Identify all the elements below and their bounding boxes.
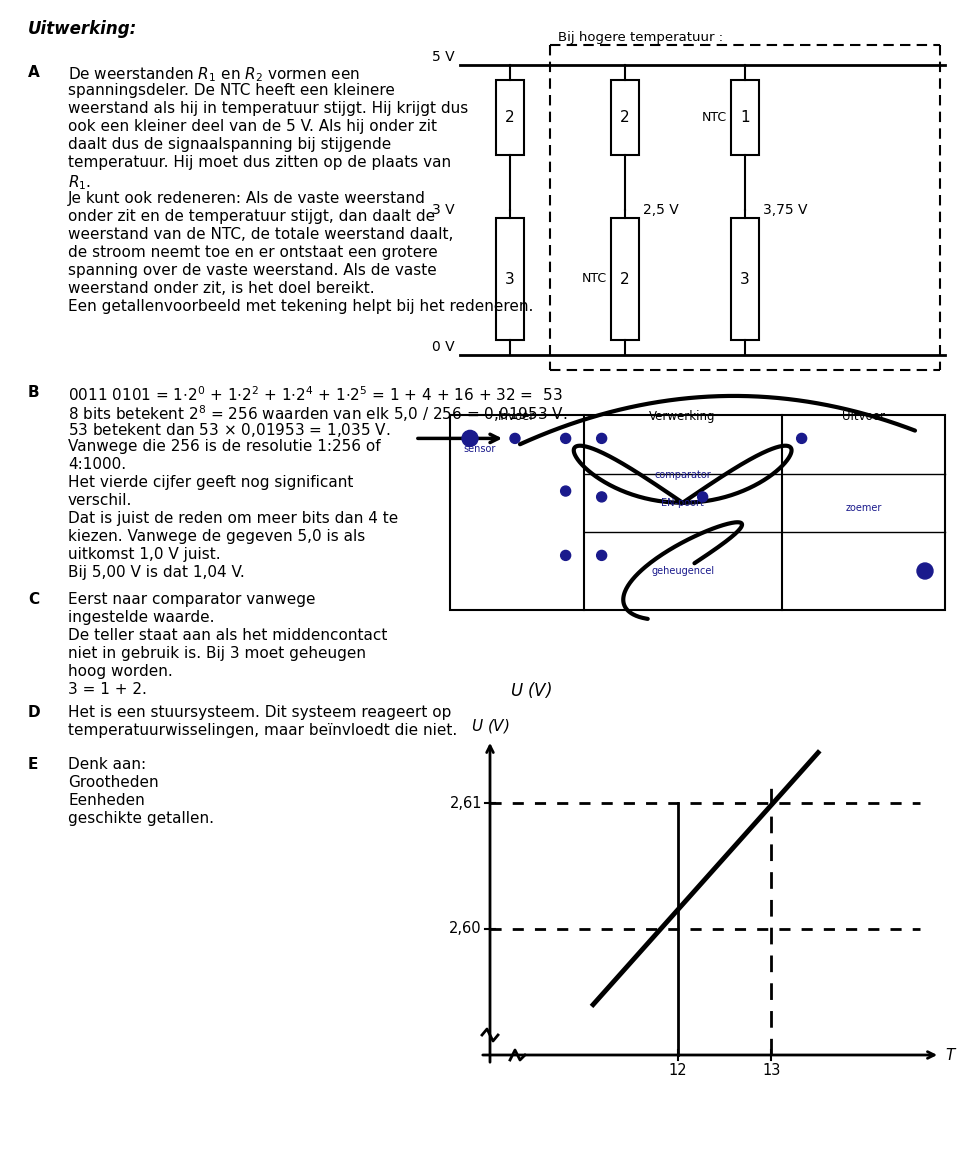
Text: 2: 2 xyxy=(620,110,630,125)
Text: ook een kleiner deel van de 5 V. Als hij onder zit: ook een kleiner deel van de 5 V. Als hij… xyxy=(68,119,437,134)
Circle shape xyxy=(561,486,570,496)
Text: $T$ (°C): $T$ (°C) xyxy=(945,1046,960,1065)
Text: sensor: sensor xyxy=(464,444,496,455)
Text: 3,75 V: 3,75 V xyxy=(763,203,807,217)
Circle shape xyxy=(917,563,933,579)
Text: niet in gebruik is. Bij 3 moet geheugen: niet in gebruik is. Bij 3 moet geheugen xyxy=(68,646,366,662)
Text: 8 bits betekent 2$^8$ = 256 waarden van elk 5,0 / 256 = 0,01953 V.: 8 bits betekent 2$^8$ = 256 waarden van … xyxy=(68,403,567,424)
Text: Het is een stuursysteem. Dit systeem reageert op: Het is een stuursysteem. Dit systeem rea… xyxy=(68,705,451,720)
Text: 12: 12 xyxy=(668,1063,686,1077)
Text: Denk aan:: Denk aan: xyxy=(68,757,146,772)
Text: 53 betekent dan 53 $\times$ 0,01953 = 1,035 V.: 53 betekent dan 53 $\times$ 0,01953 = 1,… xyxy=(68,421,391,439)
Text: NTC: NTC xyxy=(582,273,607,286)
Text: de stroom neemt toe en er ontstaat een grotere: de stroom neemt toe en er ontstaat een g… xyxy=(68,246,438,260)
Text: Een getallenvoorbeeld met tekening helpt bij het redeneren.: Een getallenvoorbeeld met tekening helpt… xyxy=(68,298,534,314)
Bar xyxy=(496,80,524,155)
Text: Eerst naar comparator vanwege: Eerst naar comparator vanwege xyxy=(68,592,316,607)
Circle shape xyxy=(597,434,607,443)
Text: geheugencel: geheugencel xyxy=(651,566,714,576)
Circle shape xyxy=(561,550,570,560)
Text: De teller staat aan als het middencontact: De teller staat aan als het middencontac… xyxy=(68,627,388,643)
Text: $R_1$.: $R_1$. xyxy=(68,173,91,192)
Circle shape xyxy=(465,434,475,443)
Text: Uitvoer: Uitvoer xyxy=(842,410,885,423)
Text: onder zit en de temperatuur stijgt, dan daalt de: onder zit en de temperatuur stijgt, dan … xyxy=(68,209,435,224)
Bar xyxy=(731,219,759,340)
Text: temperatuurwisselingen, maar beïnvloedt die niet.: temperatuurwisselingen, maar beïnvloedt … xyxy=(68,723,457,738)
Text: NTC: NTC xyxy=(702,110,727,125)
Bar xyxy=(731,80,759,155)
Text: 2,61: 2,61 xyxy=(449,795,482,811)
Text: comparator: comparator xyxy=(655,470,711,479)
Text: weerstand van de NTC, de totale weerstand daalt,: weerstand van de NTC, de totale weerstan… xyxy=(68,227,453,242)
Circle shape xyxy=(597,492,607,502)
Circle shape xyxy=(462,430,478,446)
Text: Dat is juist de reden om meer bits dan 4 te: Dat is juist de reden om meer bits dan 4… xyxy=(68,511,398,526)
Circle shape xyxy=(698,492,708,502)
Text: hoog worden.: hoog worden. xyxy=(68,664,173,679)
Circle shape xyxy=(561,434,570,443)
Text: EN-poort: EN-poort xyxy=(661,498,704,508)
Text: temperatuur. Hij moet dus zitten op de plaats van: temperatuur. Hij moet dus zitten op de p… xyxy=(68,155,451,170)
Text: 2,5 V: 2,5 V xyxy=(643,203,679,217)
Text: 0 V: 0 V xyxy=(432,340,455,354)
Text: geschikte getallen.: geschikte getallen. xyxy=(68,811,214,826)
Text: 4:1000.: 4:1000. xyxy=(68,457,126,472)
Text: $U$ (V): $U$ (V) xyxy=(510,680,552,700)
Text: zoemer: zoemer xyxy=(845,503,881,512)
Text: 2: 2 xyxy=(620,271,630,287)
Text: spanning over de vaste weerstand. Als de vaste: spanning over de vaste weerstand. Als de… xyxy=(68,263,437,278)
Text: 0011 0101 = 1$\cdot$2$^0$ + 1$\cdot$2$^2$ + 1$\cdot$2$^4$ + 1$\cdot$2$^5$ = 1 + : 0011 0101 = 1$\cdot$2$^0$ + 1$\cdot$2$^2… xyxy=(68,385,563,404)
Text: Invoer: Invoer xyxy=(498,410,536,423)
Circle shape xyxy=(597,550,607,560)
Text: Uitwerking:: Uitwerking: xyxy=(28,20,137,38)
Text: De weerstanden $R_1$ en $R_2$ vormen een: De weerstanden $R_1$ en $R_2$ vormen een xyxy=(68,65,360,83)
Text: daalt dus de signaalspanning bij stijgende: daalt dus de signaalspanning bij stijgen… xyxy=(68,137,392,152)
Text: weerstand als hij in temperatuur stijgt. Hij krijgt dus: weerstand als hij in temperatuur stijgt.… xyxy=(68,101,468,116)
Text: 2: 2 xyxy=(505,110,515,125)
Text: $U$ (V): $U$ (V) xyxy=(470,717,510,736)
Text: Eenheden: Eenheden xyxy=(68,793,145,808)
Text: Bij hogere temperatuur :: Bij hogere temperatuur : xyxy=(558,31,723,43)
Text: Je kunt ook redeneren: Als de vaste weerstand: Je kunt ook redeneren: Als de vaste weer… xyxy=(68,192,426,206)
Text: Grootheden: Grootheden xyxy=(68,776,158,790)
Text: spanningsdeler. De NTC heeft een kleinere: spanningsdeler. De NTC heeft een kleiner… xyxy=(68,83,395,98)
Text: verschil.: verschil. xyxy=(68,494,132,508)
Text: 5 V: 5 V xyxy=(432,51,455,63)
Text: B: B xyxy=(28,385,39,400)
Text: uitkomst 1,0 V juist.: uitkomst 1,0 V juist. xyxy=(68,548,221,562)
Circle shape xyxy=(797,434,806,443)
Text: weerstand onder zit, is het doel bereikt.: weerstand onder zit, is het doel bereikt… xyxy=(68,281,374,296)
Bar xyxy=(611,219,639,340)
Circle shape xyxy=(510,434,520,443)
Text: D: D xyxy=(28,705,40,720)
Text: ingestelde waarde.: ingestelde waarde. xyxy=(68,610,214,625)
Text: Vanwege die 256 is de resolutie 1:256 of: Vanwege die 256 is de resolutie 1:256 of xyxy=(68,439,380,454)
Text: 3 = 1 + 2.: 3 = 1 + 2. xyxy=(68,682,147,697)
Text: 2,60: 2,60 xyxy=(449,921,482,936)
Text: 3: 3 xyxy=(740,271,750,287)
Text: Verwerking: Verwerking xyxy=(649,410,716,423)
Text: 3: 3 xyxy=(505,271,515,287)
Text: Bij 5,00 V is dat 1,04 V.: Bij 5,00 V is dat 1,04 V. xyxy=(68,565,245,580)
Bar xyxy=(611,80,639,155)
Text: Het vierde cijfer geeft nog significant: Het vierde cijfer geeft nog significant xyxy=(68,475,353,490)
Text: 3 V: 3 V xyxy=(432,203,455,217)
Text: 1: 1 xyxy=(740,110,750,125)
Bar xyxy=(450,415,945,610)
Text: kiezen. Vanwege de gegeven 5,0 is als: kiezen. Vanwege de gegeven 5,0 is als xyxy=(68,529,365,544)
Bar xyxy=(496,219,524,340)
Text: C: C xyxy=(28,592,39,607)
Text: 13: 13 xyxy=(762,1063,780,1077)
Text: E: E xyxy=(28,757,38,772)
Text: A: A xyxy=(28,65,39,80)
